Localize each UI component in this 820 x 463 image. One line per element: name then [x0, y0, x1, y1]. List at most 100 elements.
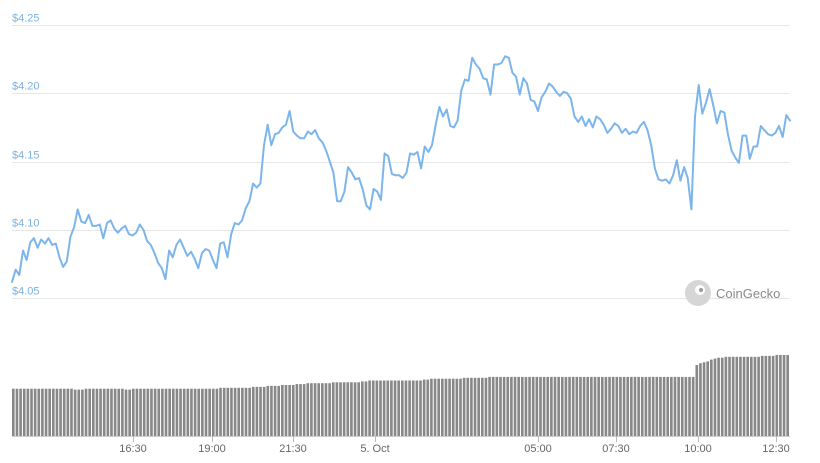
volume-bar	[710, 359, 713, 436]
volume-bar	[390, 380, 393, 436]
volume-bar	[48, 388, 51, 436]
volume-bar	[233, 387, 237, 436]
volume-bar	[702, 362, 706, 436]
volume-bar	[237, 387, 241, 436]
volume-bar	[760, 355, 764, 436]
volume-bar	[655, 376, 659, 436]
volume-bar	[731, 356, 735, 436]
volume-bar	[182, 388, 186, 436]
volume-bar	[411, 380, 415, 436]
volume-bar	[531, 376, 535, 436]
volume-bar	[539, 376, 542, 436]
volume-bar	[295, 384, 299, 436]
volume-bar	[179, 388, 182, 436]
volume-bar	[684, 376, 688, 436]
volume-bar	[677, 376, 680, 436]
volume-bar	[273, 385, 277, 436]
y-tick-label: $4.15	[12, 150, 40, 162]
volume-bar	[579, 376, 582, 436]
volume-bar	[728, 356, 731, 436]
volume-bar	[571, 376, 575, 436]
volume-bar	[502, 376, 506, 436]
volume-bar	[201, 388, 204, 436]
volume-bar	[230, 387, 233, 436]
volume-bar	[291, 385, 295, 436]
volume-bar	[462, 377, 466, 436]
volume-bar	[288, 385, 291, 436]
volume-bar	[662, 376, 666, 436]
volume-bar	[357, 382, 361, 436]
volume-bar	[670, 376, 673, 436]
volume-bar	[542, 376, 546, 436]
volume-bar	[433, 378, 437, 436]
y-tick-label: $4.25	[12, 13, 40, 25]
volume-bar	[673, 376, 677, 436]
volume-bar	[535, 376, 539, 436]
volume-bar	[564, 376, 568, 436]
volume-bar	[59, 388, 62, 436]
volume-bar	[590, 376, 593, 436]
volume-bar	[499, 376, 502, 436]
volume-bar	[593, 376, 597, 436]
volume-bar	[379, 380, 382, 436]
volume-bar	[786, 355, 789, 436]
volume-bars	[12, 355, 789, 436]
volume-bar	[317, 383, 321, 436]
volume-bar	[422, 379, 426, 436]
gecko-pupil-icon	[699, 288, 703, 292]
volume-bar	[695, 365, 699, 436]
x-tick-label: 10:00	[684, 443, 712, 455]
volume-bar	[393, 380, 397, 436]
volume-bar	[313, 383, 317, 436]
volume-bar	[110, 388, 113, 436]
volume-bar	[404, 380, 408, 436]
x-tick-label: 05:00	[524, 443, 552, 455]
x-tick-label: 21:30	[279, 443, 307, 455]
volume-bar	[575, 376, 579, 436]
volume-bar	[22, 388, 26, 436]
volume-bar	[524, 376, 528, 436]
volume-bar	[408, 380, 411, 436]
volume-bar	[557, 376, 560, 436]
volume-bar	[91, 388, 95, 436]
volume-bar	[102, 388, 106, 436]
volume-bar	[771, 355, 775, 436]
volume-bar	[739, 356, 742, 436]
volume-bar	[324, 383, 328, 436]
volume-bar	[146, 388, 150, 436]
volume-bar	[361, 381, 364, 436]
volume-bar	[262, 386, 266, 436]
volume-bar	[15, 388, 19, 436]
volume-bar	[219, 387, 222, 436]
volume-bar	[375, 380, 379, 436]
volume-bar	[448, 378, 451, 436]
volume-bar	[520, 376, 524, 436]
volume-bar	[680, 376, 684, 436]
volume-bar	[633, 376, 637, 436]
volume-bar	[750, 356, 753, 436]
volume-bar	[470, 377, 473, 436]
volume-bar	[164, 388, 168, 436]
volume-bar	[150, 388, 153, 436]
volume-bar	[582, 376, 586, 436]
volume-bar	[62, 388, 66, 436]
volume-bar	[328, 383, 331, 436]
volume-bar	[611, 376, 615, 436]
volume-bar	[153, 388, 157, 436]
volume-bar	[742, 356, 746, 436]
volume-bar	[117, 388, 121, 436]
grid-lines	[12, 25, 790, 299]
volume-bar	[491, 376, 495, 436]
volume-bar	[81, 389, 84, 436]
volume-bar	[510, 376, 513, 436]
volume-bar	[644, 376, 648, 436]
volume-bar	[430, 378, 433, 436]
volume-bar	[226, 387, 230, 436]
volume-bar	[699, 363, 702, 436]
x-tick-label: 12:30	[762, 443, 790, 455]
volume-bar	[619, 376, 622, 436]
x-tick-label: 19:00	[198, 443, 226, 455]
volume-bar	[764, 355, 768, 436]
volume-bar	[688, 376, 691, 436]
volume-bar	[41, 388, 44, 436]
